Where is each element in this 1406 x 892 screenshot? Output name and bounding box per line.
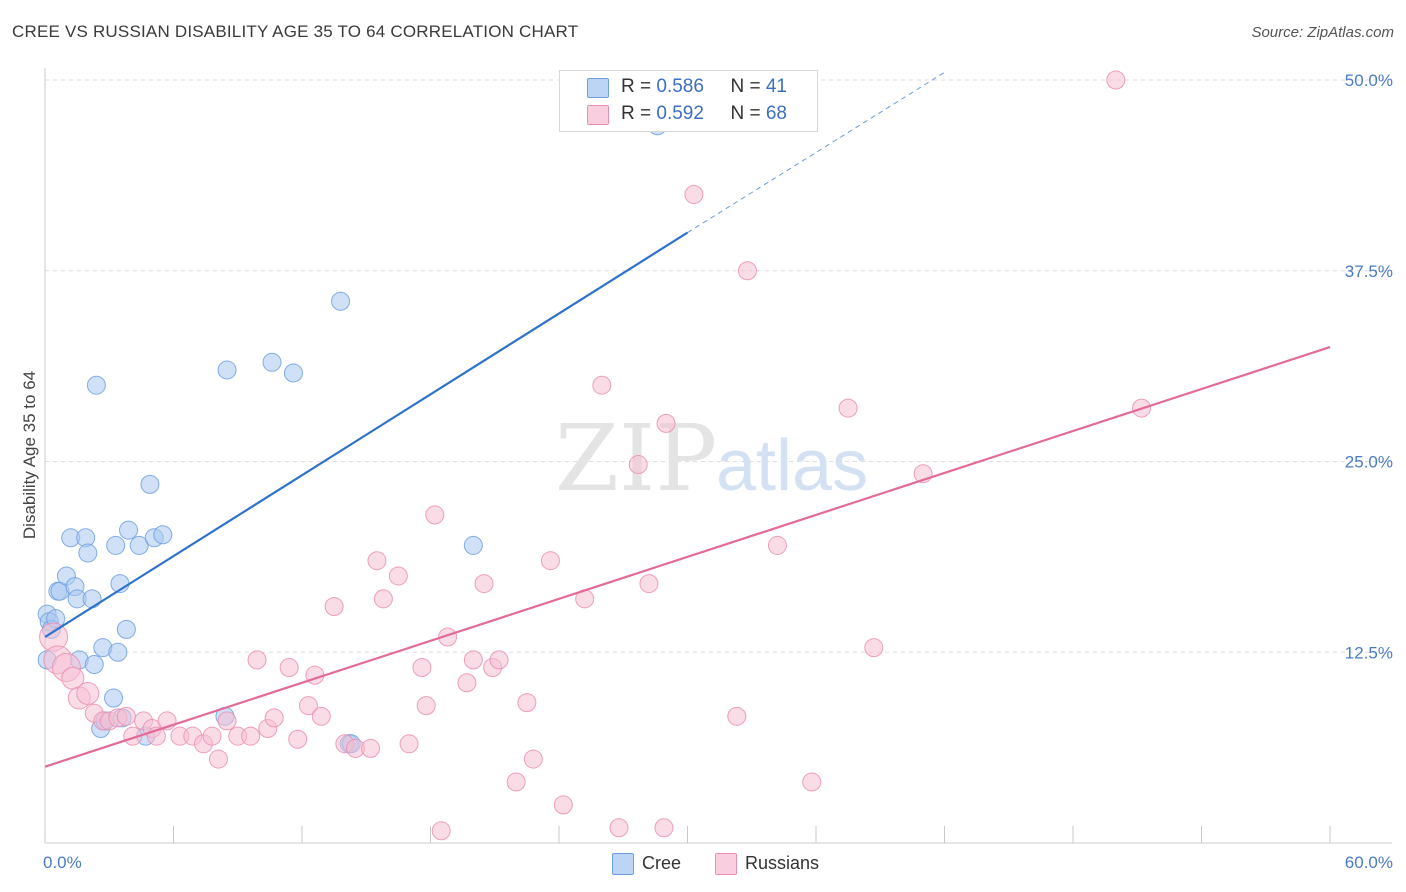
russian-point xyxy=(298,696,318,716)
russian-point xyxy=(802,772,822,792)
cree-point xyxy=(153,525,173,545)
grid-layer xyxy=(45,79,1392,653)
russian-point xyxy=(311,706,331,726)
russian-point xyxy=(474,574,494,594)
y-tick-label: 25.0% xyxy=(1345,453,1393,472)
russian-point xyxy=(116,706,136,726)
russian-point xyxy=(540,551,560,571)
russian-point xyxy=(864,638,884,658)
russian-point xyxy=(373,589,393,609)
cree-point xyxy=(86,375,106,395)
watermark-atlas: atlas xyxy=(716,426,868,506)
russian-point xyxy=(1106,70,1126,90)
axis-layer xyxy=(44,68,1392,844)
russian-point xyxy=(523,749,543,769)
russian-point xyxy=(367,551,387,571)
trend-layer xyxy=(44,71,1331,768)
cree-point xyxy=(217,360,237,380)
russian-point xyxy=(279,658,299,678)
x-tick-label: 60.0% xyxy=(1345,853,1393,872)
russian-point xyxy=(412,658,432,678)
cree-point xyxy=(78,543,98,563)
tick-label-layer: 12.5% 25.0% 37.5% 50.0% 0.0% 60.0% xyxy=(43,71,1393,872)
bottom-legend-label-russians: Russians xyxy=(745,853,820,873)
cree-point xyxy=(116,619,136,639)
russian-point xyxy=(247,650,267,670)
legend-r-value: 0.586 xyxy=(656,76,704,97)
cree-point xyxy=(84,654,104,674)
bottom-legend-label-cree: Cree xyxy=(642,853,682,873)
legend-n-value: 68 xyxy=(765,103,787,124)
russian-point xyxy=(727,706,747,726)
russian-point xyxy=(506,772,526,792)
russian-point xyxy=(654,818,674,838)
russian-point xyxy=(324,596,344,616)
bottom-legend-swatch-cree xyxy=(612,853,634,875)
cree-point xyxy=(262,352,282,372)
y-tick-label: 12.5% xyxy=(1345,643,1393,662)
cree-point xyxy=(106,535,126,555)
russian-point xyxy=(463,650,483,670)
legend-n-label: N = xyxy=(730,76,766,97)
russian-point xyxy=(684,184,704,204)
russian-point xyxy=(838,398,858,418)
cree-point xyxy=(104,688,124,708)
russian-point xyxy=(517,693,537,713)
legend-r-label: R = xyxy=(621,76,657,97)
cree-point xyxy=(140,474,160,494)
cree-point xyxy=(129,535,149,555)
russian-point xyxy=(489,650,509,670)
chart-title: CREE VS RUSSIAN DISABILITY AGE 35 TO 64 … xyxy=(12,22,579,41)
legend-r-value: 0.592 xyxy=(656,103,704,124)
russian-point xyxy=(656,413,676,433)
russian-point xyxy=(737,261,757,281)
russian-point xyxy=(388,566,408,586)
bottom-legend-swatch-russians xyxy=(715,853,737,875)
russian-trend-line xyxy=(44,346,1331,768)
legend-swatch-russians xyxy=(587,105,609,125)
russian-point xyxy=(592,375,612,395)
points-layer xyxy=(37,70,1152,841)
correlation-legend: R = 0.586 N = 41 R = 0.592 N = 68 xyxy=(559,70,818,132)
russian-point xyxy=(264,708,284,728)
cree-point xyxy=(331,291,351,311)
cree-point xyxy=(283,363,303,383)
cree-point xyxy=(82,589,102,609)
russian-point xyxy=(457,673,477,693)
russian-point xyxy=(425,505,445,525)
russian-point xyxy=(202,726,222,746)
russian-point xyxy=(208,749,228,769)
source-credit: Source: ZipAtlas.com xyxy=(1251,24,1394,41)
cree-trend-extension xyxy=(687,71,945,234)
y-axis-label: Disability Age 35 to 64 xyxy=(20,371,39,539)
cree-point xyxy=(108,642,128,662)
russian-point xyxy=(609,818,629,838)
legend-n-value: 41 xyxy=(765,76,787,97)
russian-point xyxy=(416,696,436,716)
russian-point xyxy=(361,738,381,758)
y-tick-label: 50.0% xyxy=(1345,71,1393,90)
russian-point xyxy=(639,574,659,594)
russian-point xyxy=(241,726,261,746)
russian-point xyxy=(76,681,100,705)
russian-point xyxy=(628,455,648,475)
cree-point xyxy=(119,520,139,540)
x-tick-label: 0.0% xyxy=(43,853,82,872)
russian-point xyxy=(767,535,787,555)
legend-swatch-cree xyxy=(587,78,609,98)
y-tick-label: 37.5% xyxy=(1345,262,1393,281)
russian-point xyxy=(217,711,237,731)
legend-r-label: R = xyxy=(621,103,657,124)
russian-point xyxy=(431,821,451,841)
legend-n-label: N = xyxy=(730,103,766,124)
russian-point xyxy=(553,795,573,815)
cree-point xyxy=(463,535,483,555)
russian-point xyxy=(438,627,458,647)
russian-point xyxy=(288,729,308,749)
russian-point xyxy=(399,734,419,754)
cree-trend-line xyxy=(44,231,689,638)
